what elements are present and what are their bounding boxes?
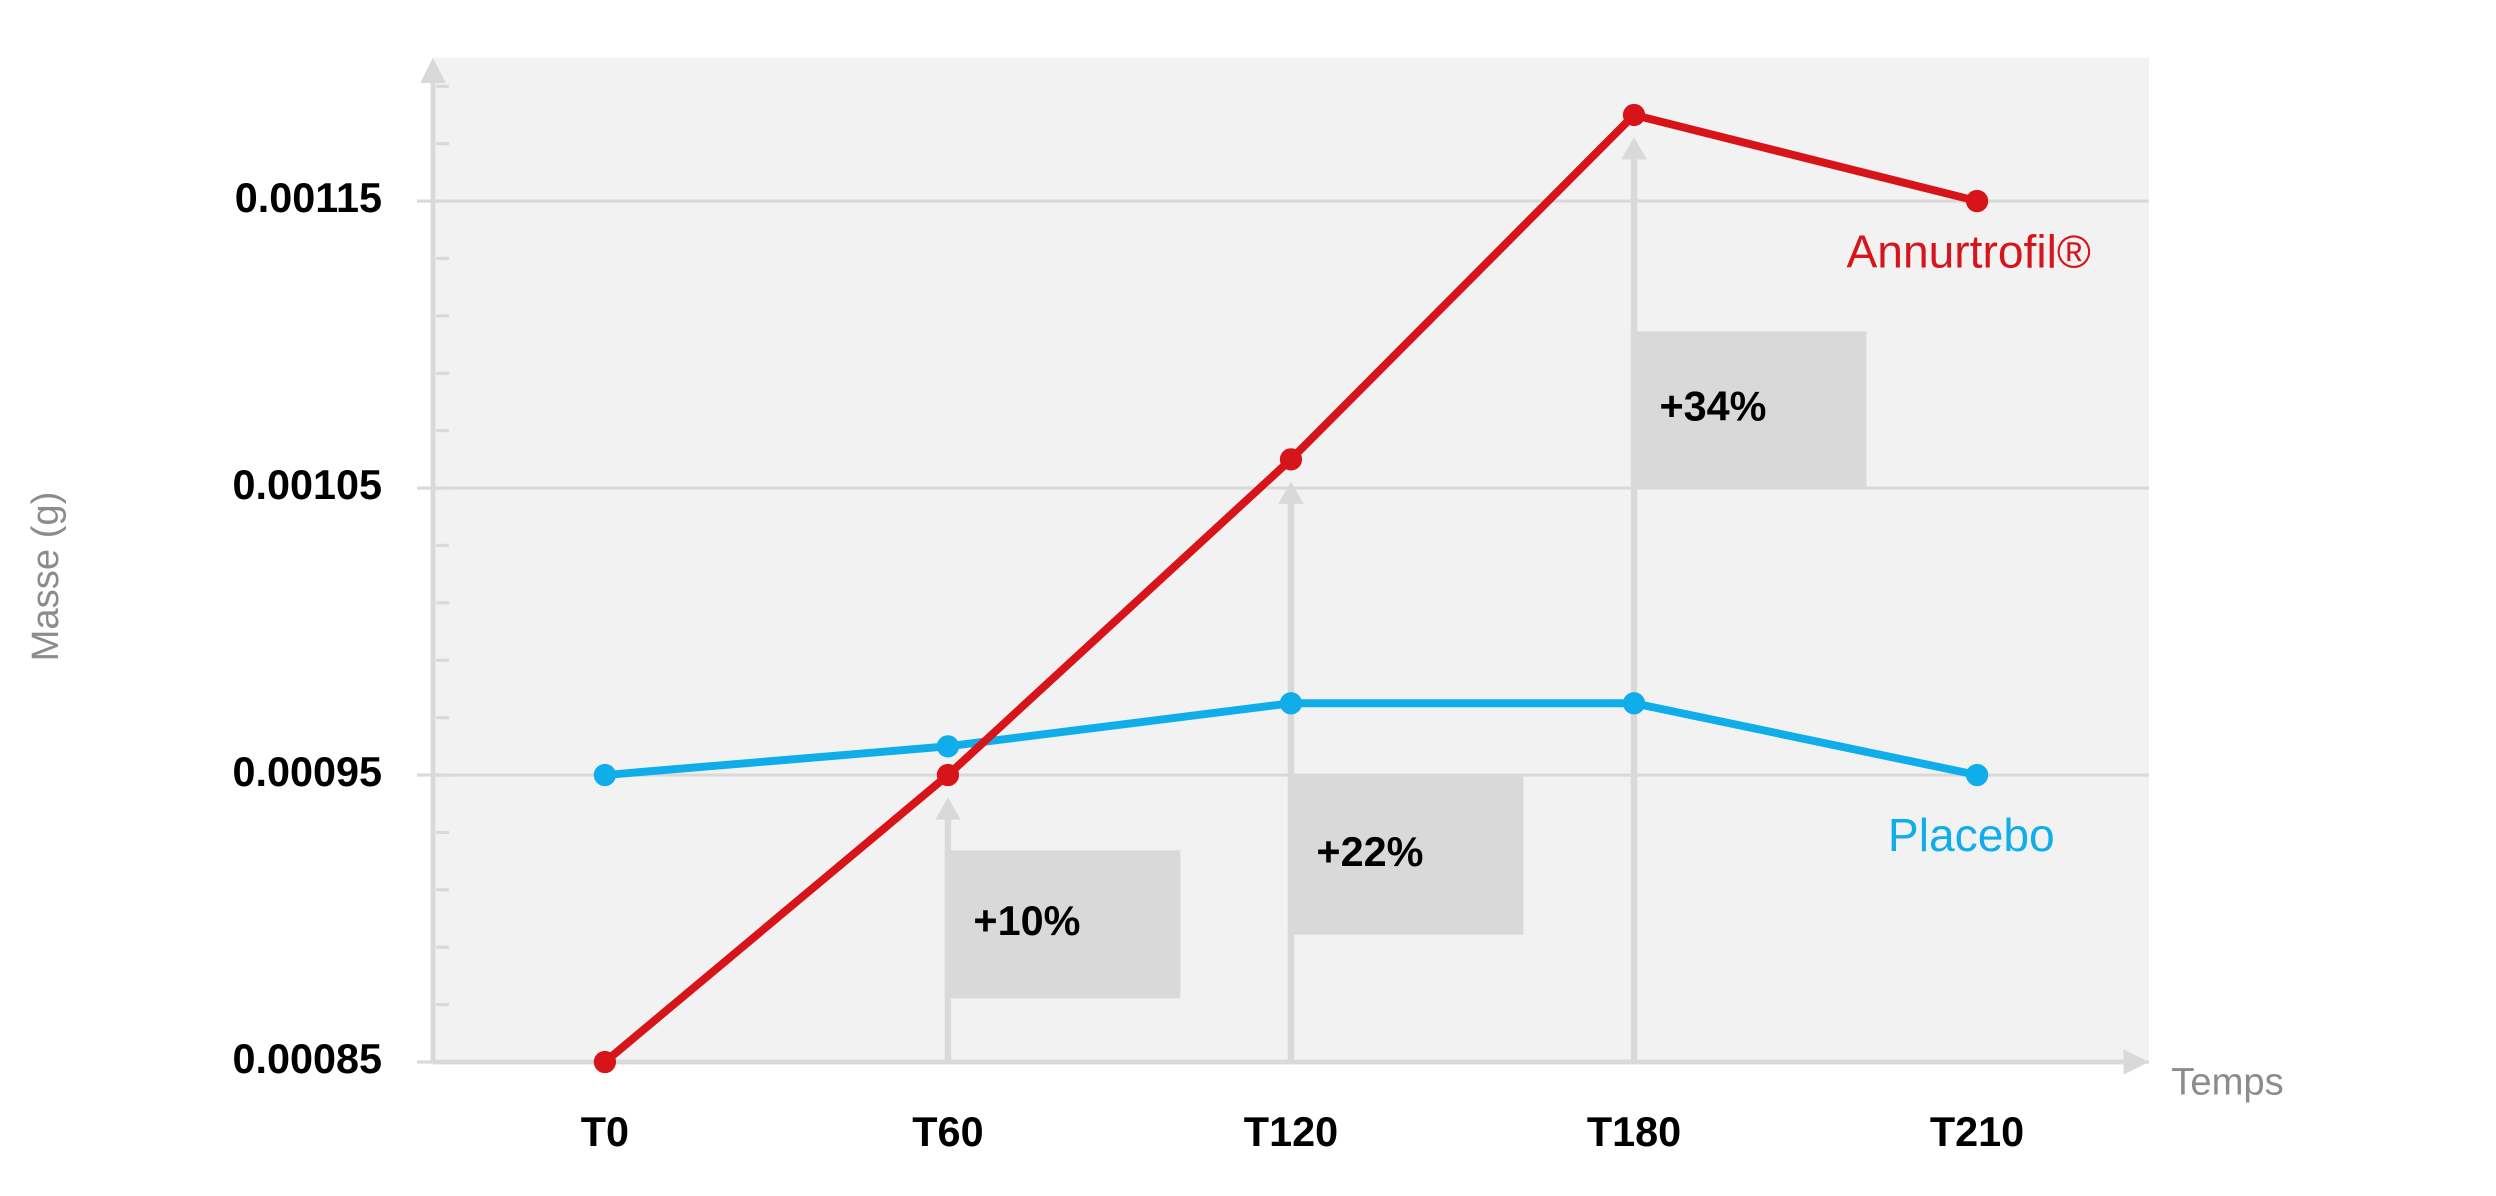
data-point [936,735,960,758]
y-tick-label: 0.00115 [235,175,382,221]
x-tick-label: T180 [1587,1109,1681,1155]
data-point [1965,763,1989,787]
data-point [1279,692,1303,715]
data-point [593,1050,617,1074]
annotation-label: +22% [1316,829,1423,875]
x-tick-label: T0 [581,1109,629,1155]
data-point [1622,692,1646,715]
annotation-box [944,850,1181,999]
series-label: Placebo [1888,809,2055,861]
data-point [936,763,960,787]
x-axis-arrow [2123,1049,2149,1075]
y-tick-label: 0.00105 [232,462,382,508]
annotation-box [1287,775,1524,935]
annotation-arrowhead [1621,137,1647,160]
x-axis-label: Temps [2171,1060,2283,1103]
annotation-label: +10% [973,898,1080,944]
data-point [1279,448,1303,471]
x-tick-label: T210 [1930,1109,2024,1155]
y-tick-label: 0.00095 [232,749,382,795]
data-point [1965,189,1989,213]
data-point [1622,103,1646,127]
annotation-box [1630,331,1867,488]
series-label: Annurtrofil® [1847,225,2091,277]
y-axis-arrow [420,57,446,84]
x-tick-label: T60 [912,1109,983,1155]
y-axis-label: Masse (g) [24,492,67,662]
data-point [593,763,617,787]
annotation-label: +34% [1659,383,1766,429]
annotation-arrowhead [1278,481,1304,504]
x-tick-label: T120 [1244,1109,1338,1155]
annotation-arrowhead [935,797,961,820]
y-tick-label: 0.00085 [232,1036,382,1082]
